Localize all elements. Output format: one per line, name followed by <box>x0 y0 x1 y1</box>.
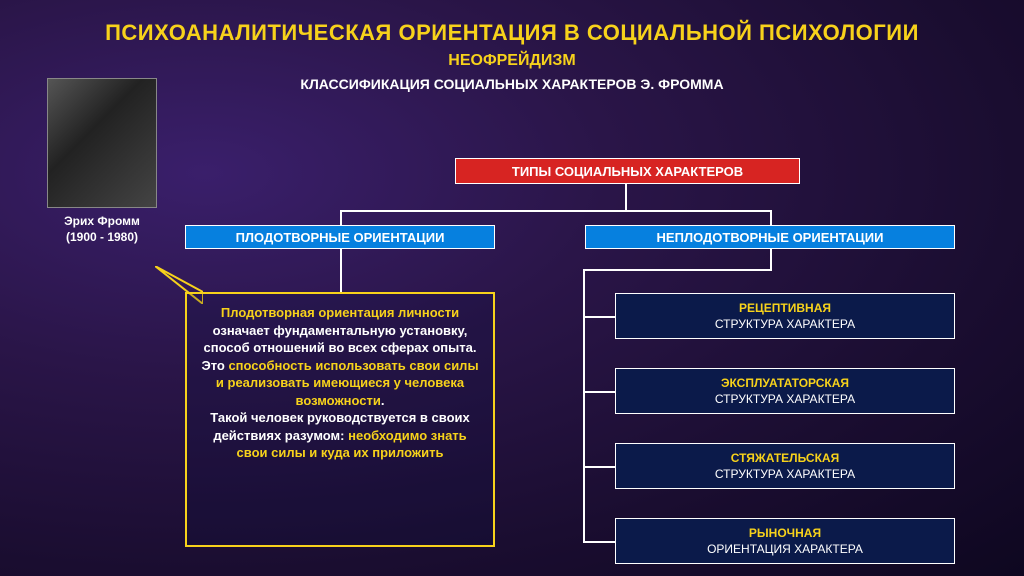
right-item-4: РЫНОЧНАЯ ОРИЕНТАЦИЯ ХАРАКТЕРА <box>615 518 955 564</box>
right-item-3-sub: СТРУКТУРА ХАРАКТЕРА <box>616 467 954 483</box>
right-item-2: ЭКСПЛУАТАТОРСКАЯ СТРУКТУРА ХАРАКТЕРА <box>615 368 955 414</box>
right-item-3: СТЯЖАТЕЛЬСКАЯ СТРУКТУРА ХАРАКТЕРА <box>615 443 955 489</box>
portrait-years: (1900 - 1980) <box>66 230 138 244</box>
right-item-4-title: РЫНОЧНАЯ <box>616 526 954 542</box>
branch-right: НЕПЛОДОТВОРНЫЕ ОРИЕНТАЦИИ <box>585 225 955 249</box>
right-item-2-sub: СТРУКТУРА ХАРАКТЕРА <box>616 392 954 408</box>
conn-line <box>583 391 615 393</box>
branch-left: ПЛОДОТВОРНЫЕ ОРИЕНТАЦИИ <box>185 225 495 249</box>
conn-line <box>625 184 627 210</box>
right-item-2-title: ЭКСПЛУАТАТОРСКАЯ <box>616 376 954 392</box>
conn-line <box>770 210 772 225</box>
right-item-1-title: РЕЦЕПТИВНАЯ <box>616 301 954 317</box>
conn-line <box>583 316 615 318</box>
conn-line <box>340 249 342 292</box>
conn-line <box>583 269 772 271</box>
conn-line <box>770 249 772 269</box>
subtitle-1: НЕОФРЕЙДИЗМ <box>0 52 1024 70</box>
portrait-image <box>47 78 157 208</box>
callout-text: Плодотворная ориентация личности означае… <box>201 305 478 460</box>
conn-line <box>340 210 342 225</box>
right-item-1-sub: СТРУКТУРА ХАРАКТЕРА <box>616 317 954 333</box>
conn-line <box>583 269 585 541</box>
portrait-block: Эрих Фромм (1900 - 1980) <box>42 78 162 245</box>
callout-box: Плодотворная ориентация личности означае… <box>185 292 495 547</box>
conn-line <box>583 541 615 543</box>
portrait-name: Эрих Фромм <box>64 214 140 228</box>
portrait-caption: Эрих Фромм (1900 - 1980) <box>42 214 162 245</box>
right-item-4-sub: ОРИЕНТАЦИЯ ХАРАКТЕРА <box>616 542 954 558</box>
main-title: ПСИХОАНАЛИТИЧЕСКАЯ ОРИЕНТАЦИЯ В СОЦИАЛЬН… <box>0 0 1024 46</box>
right-item-3-title: СТЯЖАТЕЛЬСКАЯ <box>616 451 954 467</box>
conn-line <box>583 466 615 468</box>
types-header: ТИПЫ СОЦИАЛЬНЫХ ХАРАКТЕРОВ <box>455 158 800 184</box>
right-item-1: РЕЦЕПТИВНАЯ СТРУКТУРА ХАРАКТЕРА <box>615 293 955 339</box>
conn-line <box>340 210 770 212</box>
